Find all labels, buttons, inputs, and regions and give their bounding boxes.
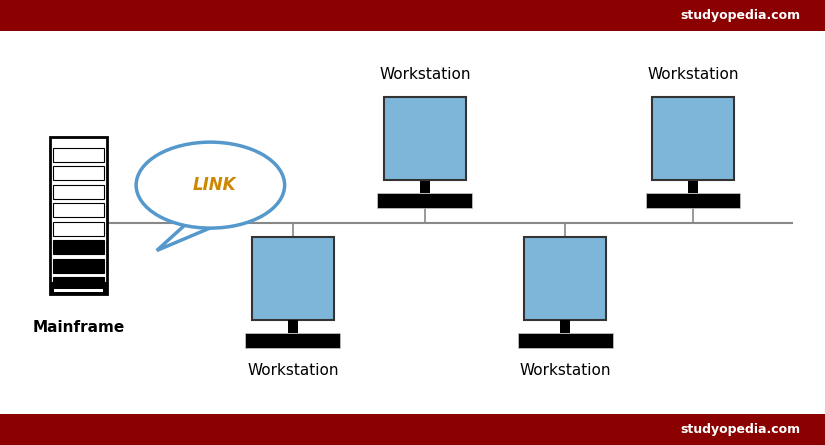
Bar (518, 333, 612, 348)
Bar (378, 193, 472, 207)
Text: Workstation: Workstation (248, 363, 338, 378)
Bar (288, 320, 298, 333)
Bar (384, 97, 466, 179)
Bar (53, 185, 104, 199)
Bar (50, 282, 107, 294)
Bar (524, 238, 606, 320)
Text: Workstation: Workstation (648, 67, 738, 82)
Bar (246, 333, 340, 348)
Bar (252, 238, 334, 320)
Bar (54, 289, 103, 291)
Text: Workstation: Workstation (520, 363, 610, 378)
Bar (560, 320, 570, 333)
Bar (420, 179, 430, 193)
Bar (50, 137, 107, 294)
Bar (645, 193, 741, 207)
Bar (688, 179, 698, 193)
Text: studyopedia.com: studyopedia.com (680, 9, 800, 22)
Polygon shape (157, 221, 219, 251)
Bar (53, 203, 104, 218)
Bar (53, 166, 104, 181)
Bar (53, 240, 104, 255)
Bar (53, 259, 104, 273)
Text: studyopedia.com: studyopedia.com (680, 423, 800, 436)
Bar (652, 97, 734, 179)
Bar (53, 148, 104, 162)
Bar (53, 277, 104, 291)
Text: LINK: LINK (193, 176, 236, 194)
Text: Mainframe: Mainframe (32, 320, 125, 335)
Ellipse shape (136, 142, 285, 228)
Bar (53, 222, 104, 236)
Text: Workstation: Workstation (380, 67, 470, 82)
